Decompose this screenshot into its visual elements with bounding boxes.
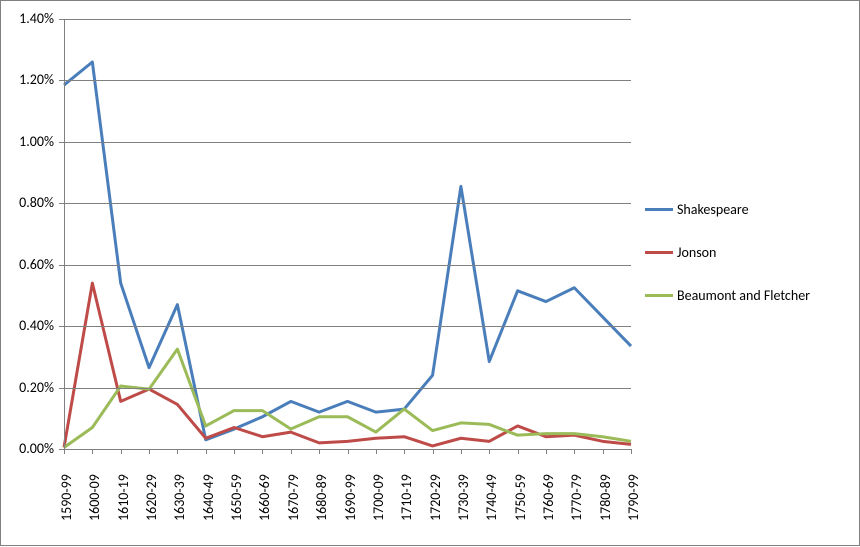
horizontal-gridline: [64, 142, 631, 143]
horizontal-gridline: [64, 449, 631, 450]
legend-item: Beaumont and Fletcher: [645, 287, 810, 304]
horizontal-gridline: [64, 203, 631, 204]
x-tick-label: 1590-99: [58, 474, 75, 521]
legend-label: Beaumont and Fletcher: [677, 287, 810, 304]
x-tick-label: 1730-39: [455, 474, 472, 521]
x-tick-label: 1750-59: [512, 474, 529, 521]
series-line: [64, 62, 631, 440]
line-chart: 0.00% 0.20% 0.40% 0.60% 0.80% 1.00% 1.20% 1.40%…: [0, 0, 860, 546]
x-tick-label: 1740-49: [483, 474, 500, 521]
x-tick-label: 1660-69: [256, 474, 273, 521]
y-tick-mark: [59, 449, 64, 450]
horizontal-gridline: [64, 265, 631, 266]
x-tick-label: 1670-79: [285, 474, 302, 521]
legend-label: Jonson: [677, 244, 716, 261]
y-axis-line: [64, 19, 65, 449]
x-tick-label: 1600-09: [86, 474, 103, 521]
y-tick-label: 1.00%: [1, 133, 54, 150]
legend-label: Shakespeare: [677, 201, 749, 218]
x-tick-label: 1610-19: [115, 474, 132, 521]
legend-swatch: [645, 208, 673, 211]
legend-swatch: [645, 251, 673, 254]
horizontal-gridline: [64, 80, 631, 81]
y-tick-label: 0.00%: [1, 440, 54, 457]
x-tick-label: 1650-59: [228, 474, 245, 521]
x-tick-mark: [631, 449, 632, 454]
horizontal-gridline: [64, 326, 631, 327]
legend-item: Shakespeare: [645, 201, 810, 218]
x-tick-label: 1770-79: [568, 474, 585, 521]
x-tick-label: 1680-89: [313, 474, 330, 521]
x-tick-label: 1780-89: [597, 474, 614, 521]
legend-swatch: [645, 294, 673, 297]
y-tick-label: 0.40%: [1, 317, 54, 334]
y-tick-label: 1.20%: [1, 71, 54, 88]
x-tick-label: 1720-29: [427, 474, 444, 521]
x-tick-label: 1710-19: [398, 474, 415, 521]
x-tick-label: 1620-29: [143, 474, 160, 521]
legend-item: Jonson: [645, 244, 810, 261]
y-tick-label: 0.80%: [1, 194, 54, 211]
legend: Shakespeare Jonson Beaumont and Fletcher: [645, 201, 810, 330]
x-tick-label: 1790-99: [625, 474, 642, 521]
y-tick-label: 0.20%: [1, 379, 54, 396]
x-tick-label: 1760-69: [540, 474, 557, 521]
x-tick-label: 1700-09: [370, 474, 387, 521]
x-tick-label: 1630-39: [171, 474, 188, 521]
horizontal-gridline: [64, 388, 631, 389]
x-tick-label: 1690-99: [342, 474, 359, 521]
y-tick-label: 1.40%: [1, 10, 54, 27]
x-tick-label: 1640-49: [200, 474, 217, 521]
horizontal-gridline: [64, 19, 631, 20]
y-tick-label: 0.60%: [1, 256, 54, 273]
